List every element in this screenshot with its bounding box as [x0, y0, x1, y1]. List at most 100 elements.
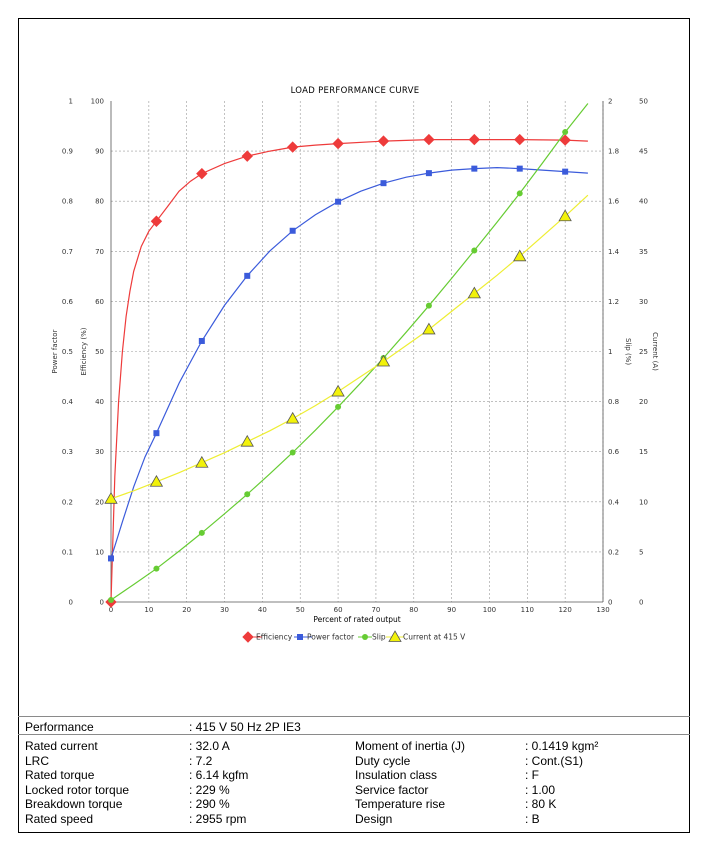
data-point [286, 141, 299, 153]
data-point [380, 180, 387, 187]
data-point [335, 403, 342, 410]
x-axis-label: Percent of rated output [313, 615, 400, 624]
efficiency-tick-label: 20 [95, 498, 104, 506]
spec-value: : Cont.(S1) [525, 753, 584, 768]
data-point [108, 596, 114, 603]
spec-value: : 80 K [525, 797, 557, 812]
report-frame [18, 18, 690, 833]
data-point [422, 322, 436, 335]
spec-label: Breakdown torque [25, 797, 123, 812]
x-tick-label: 0 [109, 606, 113, 614]
data-point [241, 150, 253, 162]
current-tick-label: 30 [639, 298, 648, 306]
data-point [376, 354, 391, 367]
current-tick-label: 5 [639, 548, 643, 556]
spec-value: : 32.0 A [189, 739, 230, 753]
current-tick-label: 50 [639, 98, 648, 106]
data-point [104, 491, 118, 504]
data-point [108, 555, 114, 562]
spec-value: : 290 % [189, 797, 230, 812]
data-point [153, 430, 160, 437]
power-factor-tick-label: 0.3 [62, 448, 73, 456]
x-tick-label: 80 [409, 606, 418, 614]
current-tick-label: 15 [639, 448, 648, 456]
current-tick-label: 45 [639, 148, 648, 156]
x-tick-label: 10 [144, 606, 153, 614]
spec-value: : 1.00 [525, 782, 556, 797]
data-point [244, 272, 251, 279]
x-tick-label: 20 [182, 606, 191, 614]
spec-label: Temperature rise [355, 797, 446, 812]
spec-label: Design [355, 812, 393, 826]
spec-label: Service factor [355, 782, 429, 797]
efficiency-tick-label: 40 [95, 398, 104, 406]
slip-tick-label: 0.4 [608, 498, 620, 506]
data-point [425, 302, 432, 309]
slip-tick-label: 0.8 [608, 398, 619, 406]
spec-value: : F [525, 768, 539, 783]
data-point [331, 384, 345, 397]
data-point [425, 170, 432, 177]
efficiency-tick-label: 0 [100, 599, 104, 607]
efficiency-tick-label: 50 [95, 348, 104, 356]
data-point [196, 167, 208, 180]
x-tick-label: 130 [596, 606, 609, 614]
slip-axis-label: Slip (%) [624, 338, 632, 365]
slip-tick-label: 0.6 [608, 448, 620, 456]
data-point [562, 168, 569, 175]
power-factor-tick-label: 0 [69, 599, 73, 607]
slip-tick-label: 1.8 [608, 148, 619, 156]
spec-value: : 0.1419 kgm² [525, 739, 599, 753]
spec-value: : B [525, 812, 540, 826]
performance-table: Performance : 415 V 50 Hz 2P IE3 Rated c… [18, 716, 690, 833]
spec-label: Rated torque [25, 768, 95, 783]
power-factor-tick-label: 0.8 [62, 198, 73, 206]
x-tick-label: 110 [521, 606, 534, 614]
slip-tick-label: 0.2 [608, 548, 619, 556]
current-tick-label: 0 [639, 599, 643, 607]
power-factor-tick-label: 0.5 [62, 348, 73, 356]
power-factor-tick-label: 0.1 [62, 548, 73, 556]
efficiency-tick-label: 70 [95, 248, 104, 256]
grid-lines [111, 101, 604, 602]
spec-label: Duty cycle [355, 753, 411, 768]
x-tick-label: 50 [296, 606, 305, 614]
efficiency-axis-label: Efficiency (%) [80, 327, 88, 375]
power-factor-tick-label: 0.6 [62, 298, 74, 306]
spec-label: Locked rotor torque [25, 782, 130, 797]
spec-value: : 2955 rpm [189, 812, 247, 826]
x-tick-label: 100 [483, 606, 496, 614]
series-line [110, 139, 588, 603]
legend-label: Power factor [307, 633, 355, 642]
chart-title: LOAD PERFORMANCE CURVE [291, 86, 420, 96]
current-axis-label: Current (A) [651, 332, 659, 371]
power-factor-tick-label: 0.7 [62, 248, 73, 256]
efficiency-tick-label: 30 [95, 448, 104, 456]
data-point [285, 411, 300, 424]
legend-marker [242, 631, 254, 643]
series-efficiency [105, 133, 588, 608]
series-power-factor [108, 165, 588, 562]
data-point [513, 249, 527, 262]
slip-tick-label: 1 [608, 348, 612, 356]
slip-tick-label: 2 [608, 98, 612, 106]
spec-label: Insulation class [355, 768, 438, 783]
power-factor-axis-label: Power factor [51, 329, 59, 373]
data-point [149, 474, 164, 487]
power-factor-tick-label: 0.9 [62, 148, 73, 156]
legend-label: Efficiency [256, 633, 293, 642]
spec-value: : 6.14 kgfm [189, 768, 249, 783]
data-point [468, 133, 481, 146]
data-point [471, 165, 478, 172]
power-factor-tick-label: 0.2 [62, 498, 73, 506]
current-tick-label: 20 [639, 398, 648, 406]
data-point [516, 190, 523, 197]
data-point [153, 565, 160, 572]
current-tick-label: 40 [639, 198, 648, 206]
legend-marker [362, 634, 368, 640]
data-point [240, 434, 254, 447]
chart-legend [242, 630, 404, 643]
power-factor-tick-label: 0.4 [62, 398, 74, 406]
data-point [150, 215, 163, 227]
